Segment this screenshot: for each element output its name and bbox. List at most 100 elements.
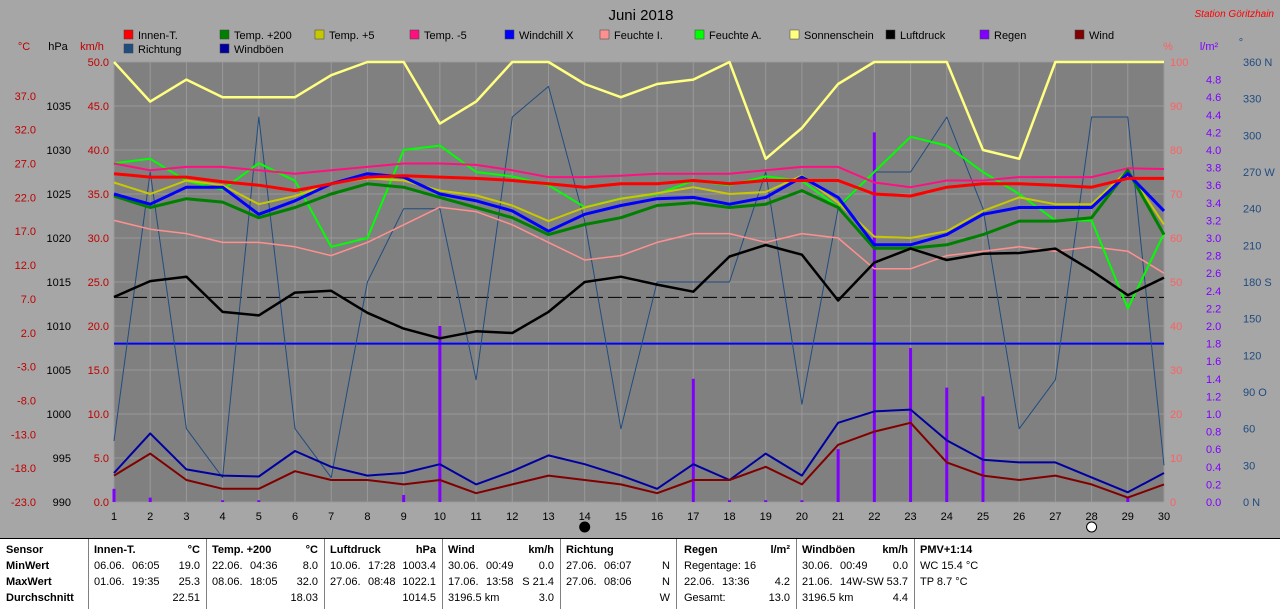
stats-richtung-max-time: 08:06 bbox=[604, 576, 632, 588]
deg-unit-label: ° bbox=[1239, 37, 1243, 49]
x-tick-label: 26 bbox=[1013, 511, 1025, 523]
rain-bar bbox=[728, 500, 732, 502]
stats-wind-min-val: 0.0 bbox=[538, 560, 554, 572]
stats-luftdruck-name: Luftdruck bbox=[330, 544, 381, 556]
rain-bar bbox=[945, 387, 949, 502]
lm2-tick-label: 1.4 bbox=[1206, 374, 1221, 386]
rain-bar bbox=[691, 378, 695, 502]
x-tick-label: 8 bbox=[364, 511, 370, 523]
stats-innen-min-val: 19.0 bbox=[178, 560, 200, 572]
stats-regen-max-val: 4.2 bbox=[774, 576, 790, 588]
stats-label-min: MinWert bbox=[6, 560, 50, 572]
rain-bars bbox=[112, 132, 1130, 502]
legend-swatch-richtung bbox=[123, 43, 134, 54]
lm2-tick-label: 2.8 bbox=[1206, 251, 1221, 263]
temp-tick-label: -3.0 bbox=[17, 362, 36, 374]
temp-tick-label: 12.0 bbox=[15, 260, 36, 272]
stats-separator bbox=[676, 539, 677, 609]
lm2-tick-label: 2.6 bbox=[1206, 268, 1221, 280]
legend-swatch-tm5 bbox=[409, 29, 420, 40]
kmh-tick-label: 5.0 bbox=[94, 453, 109, 465]
temp-tick-label: 32.0 bbox=[15, 125, 36, 137]
rain-bar bbox=[112, 488, 116, 502]
pct-tick-label: 30 bbox=[1170, 365, 1182, 377]
rain-bar bbox=[221, 500, 225, 502]
stats-label-avg: Durchschnitt bbox=[6, 592, 74, 604]
x-tick-label: 17 bbox=[687, 511, 699, 523]
stats-windboeen-avg: 4.4 bbox=[892, 592, 908, 604]
windboeen-line bbox=[113, 408, 1165, 494]
hpa-tick-label: 1010 bbox=[47, 321, 71, 333]
x-tick-label: 28 bbox=[1085, 511, 1097, 523]
legend-swatch-sonne bbox=[789, 29, 800, 40]
stats-wind-max-time: 13:58 bbox=[486, 576, 514, 588]
legend-label-t200: Temp. +200 bbox=[234, 30, 292, 42]
hpa-tick-label: 1030 bbox=[47, 145, 71, 157]
statistics-panel: Sensor MinWert MaxWert Durchschnitt Inne… bbox=[0, 538, 1280, 609]
legend-swatch-innen bbox=[123, 29, 134, 40]
x-tick-label: 21 bbox=[832, 511, 844, 523]
stats-windboeen-min-date: 30.06. bbox=[802, 560, 833, 572]
x-tick-label: 4 bbox=[220, 511, 226, 523]
stats-t200-max-val: 32.0 bbox=[296, 576, 318, 588]
pct-tick-label: 70 bbox=[1170, 189, 1182, 201]
rain-bar bbox=[981, 396, 985, 502]
lm2-tick-label: 1.2 bbox=[1206, 391, 1221, 403]
hpa-tick-label: 1015 bbox=[47, 277, 71, 289]
deg-tick-label: 360 N bbox=[1243, 57, 1272, 69]
temp-tick-label: -8.0 bbox=[17, 395, 36, 407]
stats-wind-max-date: 17.06. bbox=[448, 576, 479, 588]
x-tick-label: 15 bbox=[615, 511, 627, 523]
temp-unit-label: °C bbox=[18, 41, 30, 53]
windchill-line bbox=[113, 172, 1166, 247]
kmh-unit-label: km/h bbox=[80, 41, 104, 53]
x-tick-label: 24 bbox=[941, 511, 953, 523]
deg-tick-label: 90 O bbox=[1243, 387, 1267, 399]
legend-swatch-windboeen bbox=[219, 43, 230, 54]
legend-swatch-luftdruck bbox=[885, 29, 896, 40]
pct-tick-label: 100 bbox=[1170, 57, 1188, 69]
legend-swatch-feuchteI bbox=[599, 29, 610, 40]
legend-label-luftdruck: Luftdruck bbox=[900, 30, 946, 42]
stats-richtung-name: Richtung bbox=[566, 544, 614, 556]
legend-label-regen: Regen bbox=[994, 30, 1026, 42]
hpa-tick-label: 990 bbox=[53, 497, 71, 509]
legend-label-feuchteI: Feuchte I. bbox=[614, 30, 663, 42]
legend-label-wind: Wind bbox=[1089, 30, 1114, 42]
axes: 37.0 32.0 27.0 22.0 17.0 12.0 7.0 2.0 -3.0 -8.0 -1… bbox=[11, 57, 1275, 509]
x-tick-label: 29 bbox=[1122, 511, 1134, 523]
series-lines bbox=[113, 60, 1166, 499]
rain-bar bbox=[836, 449, 840, 502]
legend-label-windchill: Windchill X bbox=[519, 30, 574, 42]
new-moon-icon bbox=[579, 521, 591, 533]
stats-innen-avg: 22.51 bbox=[172, 592, 200, 604]
stats-windboeen-name: Windböen bbox=[802, 544, 856, 556]
pct-tick-label: 0 bbox=[1170, 497, 1176, 509]
legend: Innen-T. Temp. +200 Temp. +5 Temp. -5 Windch… bbox=[123, 29, 1114, 56]
stats-wind-min-time: 00:49 bbox=[486, 560, 514, 572]
stats-pmv-name: PMV+1:14 bbox=[920, 544, 973, 556]
deg-tick-label: 330 bbox=[1243, 94, 1261, 106]
stats-windboeen-max-val: 53.7 bbox=[886, 576, 908, 588]
rain-bar bbox=[909, 348, 913, 502]
pct-tick-label: 10 bbox=[1170, 453, 1182, 465]
station-name: Station Göritzhain bbox=[1195, 9, 1275, 20]
lm2-tick-label: 4.4 bbox=[1206, 110, 1221, 122]
hpa-tick-label: 1035 bbox=[47, 101, 71, 113]
stats-richtung-min-date: 27.06. bbox=[566, 560, 597, 572]
lm2-tick-label: 3.0 bbox=[1206, 233, 1221, 245]
stats-richtung-min-val: N bbox=[662, 560, 670, 572]
stats-luftdruck-min-date: 10.06. bbox=[330, 560, 361, 572]
x-tick-label: 13 bbox=[542, 511, 554, 523]
x-tick-label: 6 bbox=[292, 511, 298, 523]
richtung-line bbox=[113, 85, 1165, 479]
lm2-tick-label: 3.8 bbox=[1206, 163, 1221, 175]
deg-tick-label: 240 bbox=[1243, 204, 1261, 216]
lm2-tick-label: 3.4 bbox=[1206, 198, 1221, 210]
lm2-tick-label: 2.2 bbox=[1206, 303, 1221, 315]
temp-plus5-line bbox=[113, 169, 1165, 239]
stats-luftdruck-min-time: 17:28 bbox=[368, 560, 396, 572]
legend-swatch-t5 bbox=[314, 29, 325, 40]
pct-tick-label: 60 bbox=[1170, 233, 1182, 245]
hpa-unit-label: hPa bbox=[48, 41, 68, 53]
